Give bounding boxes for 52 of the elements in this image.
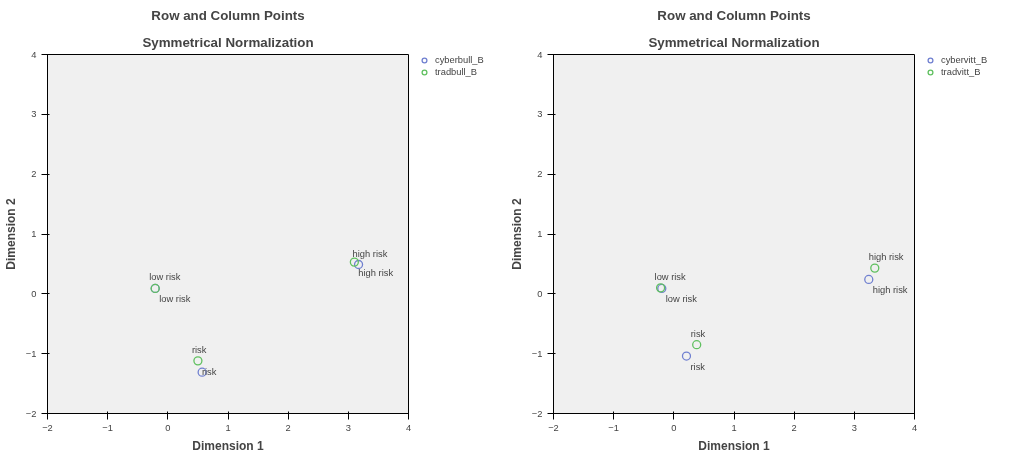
y-tick-label: −2 — [531, 408, 543, 419]
y-tick-label: 2 — [537, 169, 543, 180]
y-axis-title: Dimension 2 — [3, 198, 18, 270]
x-axis-title: Dimension 1 — [192, 438, 264, 453]
annotation: low risk — [149, 272, 181, 283]
y-tick-label: 4 — [31, 49, 37, 60]
annotation: low risk — [665, 294, 698, 305]
x-tick-label: 1 — [731, 422, 737, 433]
y-tick-label: 0 — [537, 288, 543, 299]
annotation: risk — [690, 362, 706, 373]
y-tick-label: 3 — [31, 109, 37, 120]
y-axis-title: Dimension 2 — [509, 198, 524, 270]
annotation: low risk — [159, 294, 191, 305]
y-tick-label: 0 — [31, 288, 37, 299]
chart-title: Row and Column Points — [657, 7, 811, 23]
y-tick-label: 1 — [31, 229, 37, 239]
x-tick-label: 3 — [851, 422, 857, 433]
annotation: risk — [191, 344, 207, 355]
x-tick-label: 2 — [285, 422, 291, 433]
y-tick-label: −1 — [531, 348, 543, 359]
x-tick-label: −2 — [548, 422, 559, 433]
chart-subtitle: Symmetrical Normalization — [648, 34, 820, 50]
x-tick-label: −1 — [102, 422, 113, 433]
y-tick-label: 4 — [537, 49, 543, 60]
x-tick-label: 1 — [225, 422, 231, 433]
annotation: high risk — [872, 285, 908, 296]
annotation: high risk — [352, 248, 388, 259]
y-tick-label: 1 — [537, 229, 543, 239]
chart-subtitle: Symmetrical Normalization — [142, 34, 314, 50]
annotation: high risk — [358, 268, 394, 279]
annotation: high risk — [868, 252, 904, 263]
legend-label: cyberbull_B — [435, 54, 484, 66]
y-tick-label: 2 — [31, 169, 37, 180]
annotation: risk — [690, 328, 706, 339]
x-tick-label: 0 — [165, 422, 171, 433]
x-tick-label: 0 — [671, 422, 677, 433]
x-tick-label: 4 — [405, 422, 412, 433]
y-tick-label: −1 — [25, 348, 37, 359]
x-tick-label: 3 — [345, 422, 351, 433]
chart-title: Row and Column Points — [151, 7, 305, 23]
legend-label: tradbull_B — [435, 66, 478, 78]
y-tick-label: −2 — [25, 408, 37, 419]
legend-label: cybervitt_B — [941, 54, 988, 66]
annotation: risk — [201, 366, 217, 377]
x-tick-label: 4 — [911, 422, 918, 433]
legend-label: tradvitt_B — [941, 66, 981, 78]
x-tick-label: 2 — [791, 422, 797, 433]
x-tick-label: −2 — [42, 422, 53, 433]
annotation: low risk — [654, 271, 687, 282]
x-tick-label: −1 — [608, 422, 619, 433]
x-axis-title: Dimension 1 — [698, 438, 770, 453]
y-tick-label: 3 — [537, 109, 543, 120]
